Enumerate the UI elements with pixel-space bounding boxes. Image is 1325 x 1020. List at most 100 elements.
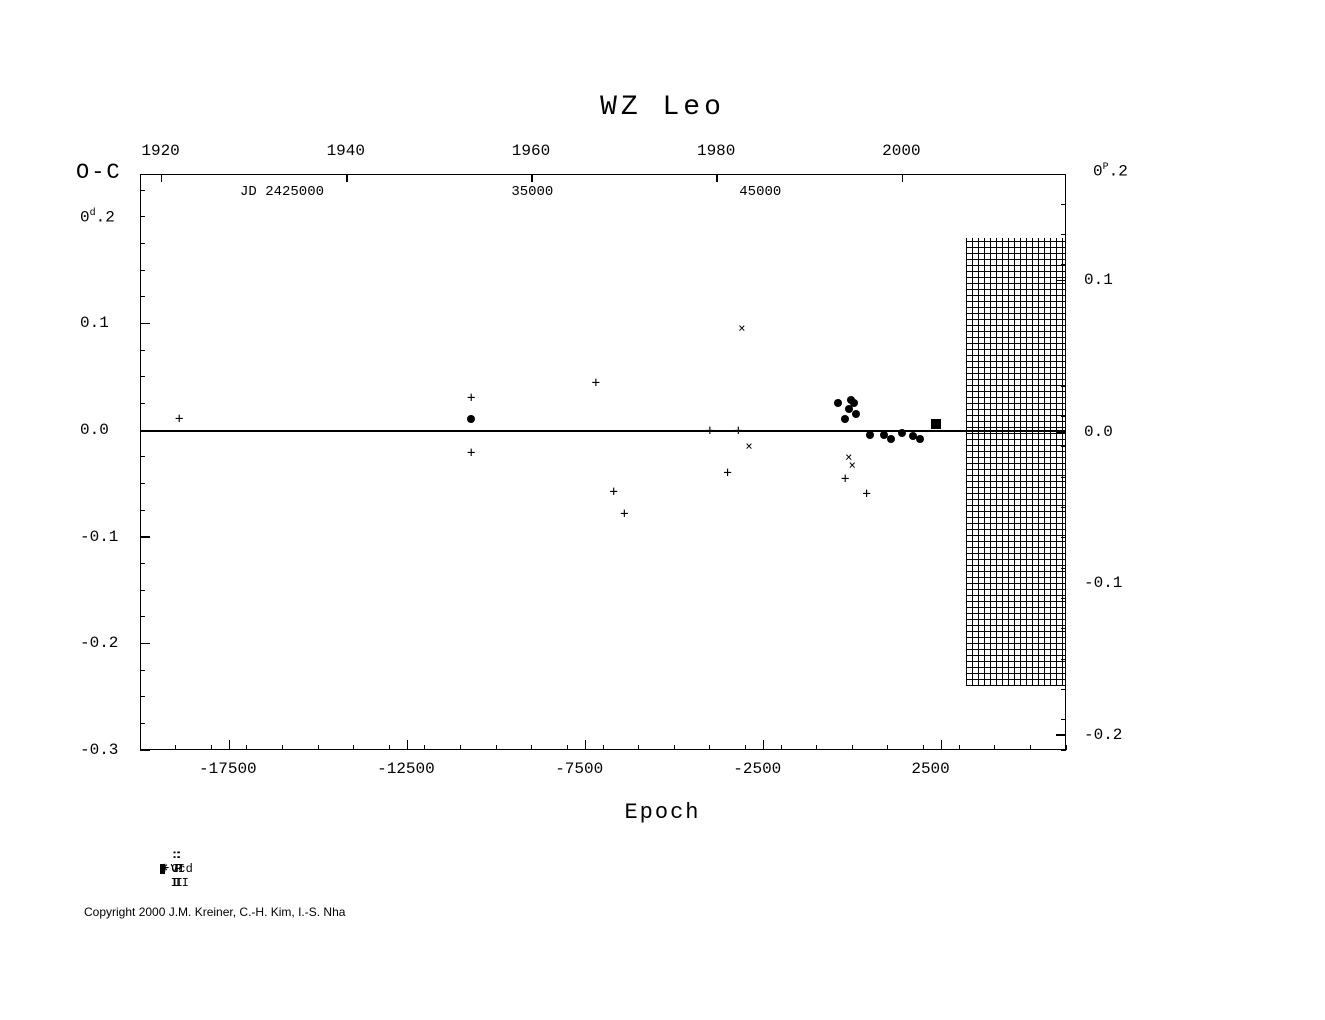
- y-right-minor-tick: [1061, 598, 1066, 599]
- x-bottom-minor-tick: [1030, 745, 1031, 750]
- x-top-tick: [531, 174, 533, 182]
- y-right-minor-tick: [1061, 568, 1066, 569]
- x-bottom-minor-tick: [318, 745, 319, 750]
- y-right-minor-tick: [1061, 750, 1066, 751]
- y-left-minor-tick: [140, 696, 145, 697]
- y-left-minor-tick: [140, 430, 145, 431]
- y-right-tick-label: 0.1: [1084, 271, 1113, 289]
- x-bottom-minor-tick: [816, 745, 817, 750]
- y-left-special-label: 0d.2: [80, 208, 115, 226]
- y-axis-left-label: O-C: [76, 160, 122, 185]
- chart-title: WZ Leo: [0, 92, 1325, 123]
- data-point-Ccd-I: [931, 419, 941, 429]
- zero-line: [140, 430, 1066, 432]
- legend-item: × : P II: [160, 848, 189, 890]
- y-left-minor-tick: [140, 723, 145, 724]
- data-point-VI-I: [898, 429, 906, 437]
- x-axis-label: Epoch: [0, 800, 1325, 825]
- y-left-minor-tick: [140, 563, 145, 564]
- x-icon: ×: [160, 864, 168, 874]
- x-bottom-major-tick: [941, 740, 943, 750]
- data-point-VI-I: [834, 399, 842, 407]
- y-right-special-zero: 0: [1093, 162, 1103, 180]
- x-bottom-major-tick: [229, 740, 231, 750]
- x-bottom-minor-tick: [460, 745, 461, 750]
- y-left-minor-tick: [140, 270, 145, 271]
- y-left-minor-tick: [140, 616, 145, 617]
- x-bottom-minor-tick: [781, 745, 782, 750]
- y-right-minor-tick: [1061, 689, 1066, 690]
- y-left-tick-label: -0.2: [80, 634, 118, 652]
- x-bottom-tick-label: -17500: [199, 760, 257, 778]
- x-top-tick: [902, 174, 904, 182]
- x-top-year-label: 1980: [697, 142, 735, 160]
- y-left-minor-tick: [140, 456, 145, 457]
- y-left-minor-tick: [140, 296, 145, 297]
- x-bottom-minor-tick: [674, 745, 675, 750]
- x-top-year-label: 1940: [327, 142, 365, 160]
- data-point-VI-I: [866, 431, 874, 439]
- x-bottom-tick-label: -7500: [555, 760, 603, 778]
- y-left-minor-tick: [140, 350, 145, 351]
- x-top-tick: [161, 174, 163, 182]
- y-right-minor-tick: [1061, 628, 1066, 629]
- copyright-text: Copyright 2000 J.M. Kreiner, C.-H. Kim, …: [84, 905, 345, 919]
- y-left-minor-tick: [140, 403, 145, 404]
- plot-area: [140, 174, 1066, 750]
- data-point-VI-I: [467, 415, 475, 423]
- y-left-minor-tick: [140, 510, 145, 511]
- y-left-tick-label: 0.1: [80, 314, 109, 332]
- y-right-minor-tick: [1061, 325, 1066, 326]
- x-bottom-tick-label: -2500: [733, 760, 781, 778]
- data-point-VI-I: [887, 435, 895, 443]
- x-bottom-major-tick: [585, 740, 587, 750]
- jd-label: JD 2425000: [240, 184, 324, 200]
- x-bottom-minor-tick: [745, 745, 746, 750]
- y-right-tick-label: 0.0: [1084, 423, 1113, 441]
- x-top-year-label: 2000: [882, 142, 920, 160]
- data-point-VI-I: [850, 399, 858, 407]
- y-left-tick-label: -0.3: [80, 741, 118, 759]
- x-top-tick: [346, 174, 348, 182]
- y-right-minor-tick: [1061, 507, 1066, 508]
- y-right-minor-tick: [1061, 204, 1066, 205]
- jd-tick-label: 35000: [511, 184, 553, 200]
- y-right-minor-tick: [1061, 446, 1066, 447]
- y-right-minor-tick: [1061, 234, 1066, 235]
- x-bottom-minor-tick: [282, 745, 283, 750]
- x-bottom-minor-tick: [175, 745, 176, 750]
- y-right-minor-tick: [1061, 355, 1066, 356]
- y-right-major-tick: [1056, 583, 1066, 585]
- y-right-tick-label: -0.1: [1084, 574, 1122, 592]
- y-right-special-rest: .2: [1109, 162, 1128, 180]
- x-bottom-minor-tick: [389, 745, 390, 750]
- chart-stage: WZ Leo O-C 0P.2 Epoch : Ccd I: VI I+: P …: [0, 0, 1325, 1020]
- x-bottom-minor-tick: [923, 745, 924, 750]
- x-bottom-minor-tick: [424, 745, 425, 750]
- x-bottom-minor-tick: [959, 745, 960, 750]
- legend-label: : P II: [174, 848, 188, 890]
- y-left-minor-tick: [140, 376, 145, 377]
- y-left-minor-tick: [140, 750, 145, 751]
- x-bottom-minor-tick: [531, 745, 532, 750]
- y-right-minor-tick: [1061, 416, 1066, 417]
- y-right-minor-tick: [1061, 264, 1066, 265]
- y-left-minor-tick: [140, 323, 145, 324]
- x-bottom-minor-tick: [887, 745, 888, 750]
- y-right-top-special: 0P.2: [1093, 162, 1128, 180]
- y-left-minor-tick: [140, 483, 145, 484]
- y-right-minor-tick: [1061, 659, 1066, 660]
- x-bottom-minor-tick: [567, 745, 568, 750]
- y-left-minor-tick: [140, 643, 145, 644]
- x-top-year-label: 1960: [512, 142, 550, 160]
- y-right-major-tick: [1056, 280, 1066, 282]
- x-bottom-tick-label: -12500: [377, 760, 435, 778]
- y-right-minor-tick: [1061, 295, 1066, 296]
- data-point-VI-I: [852, 410, 860, 418]
- y-left-minor-tick: [140, 670, 145, 671]
- x-bottom-major-tick: [407, 740, 409, 750]
- x-bottom-minor-tick: [852, 745, 853, 750]
- y-right-major-tick: [1056, 431, 1066, 433]
- y-left-minor-tick: [140, 536, 145, 537]
- hatched-region: [966, 238, 1066, 686]
